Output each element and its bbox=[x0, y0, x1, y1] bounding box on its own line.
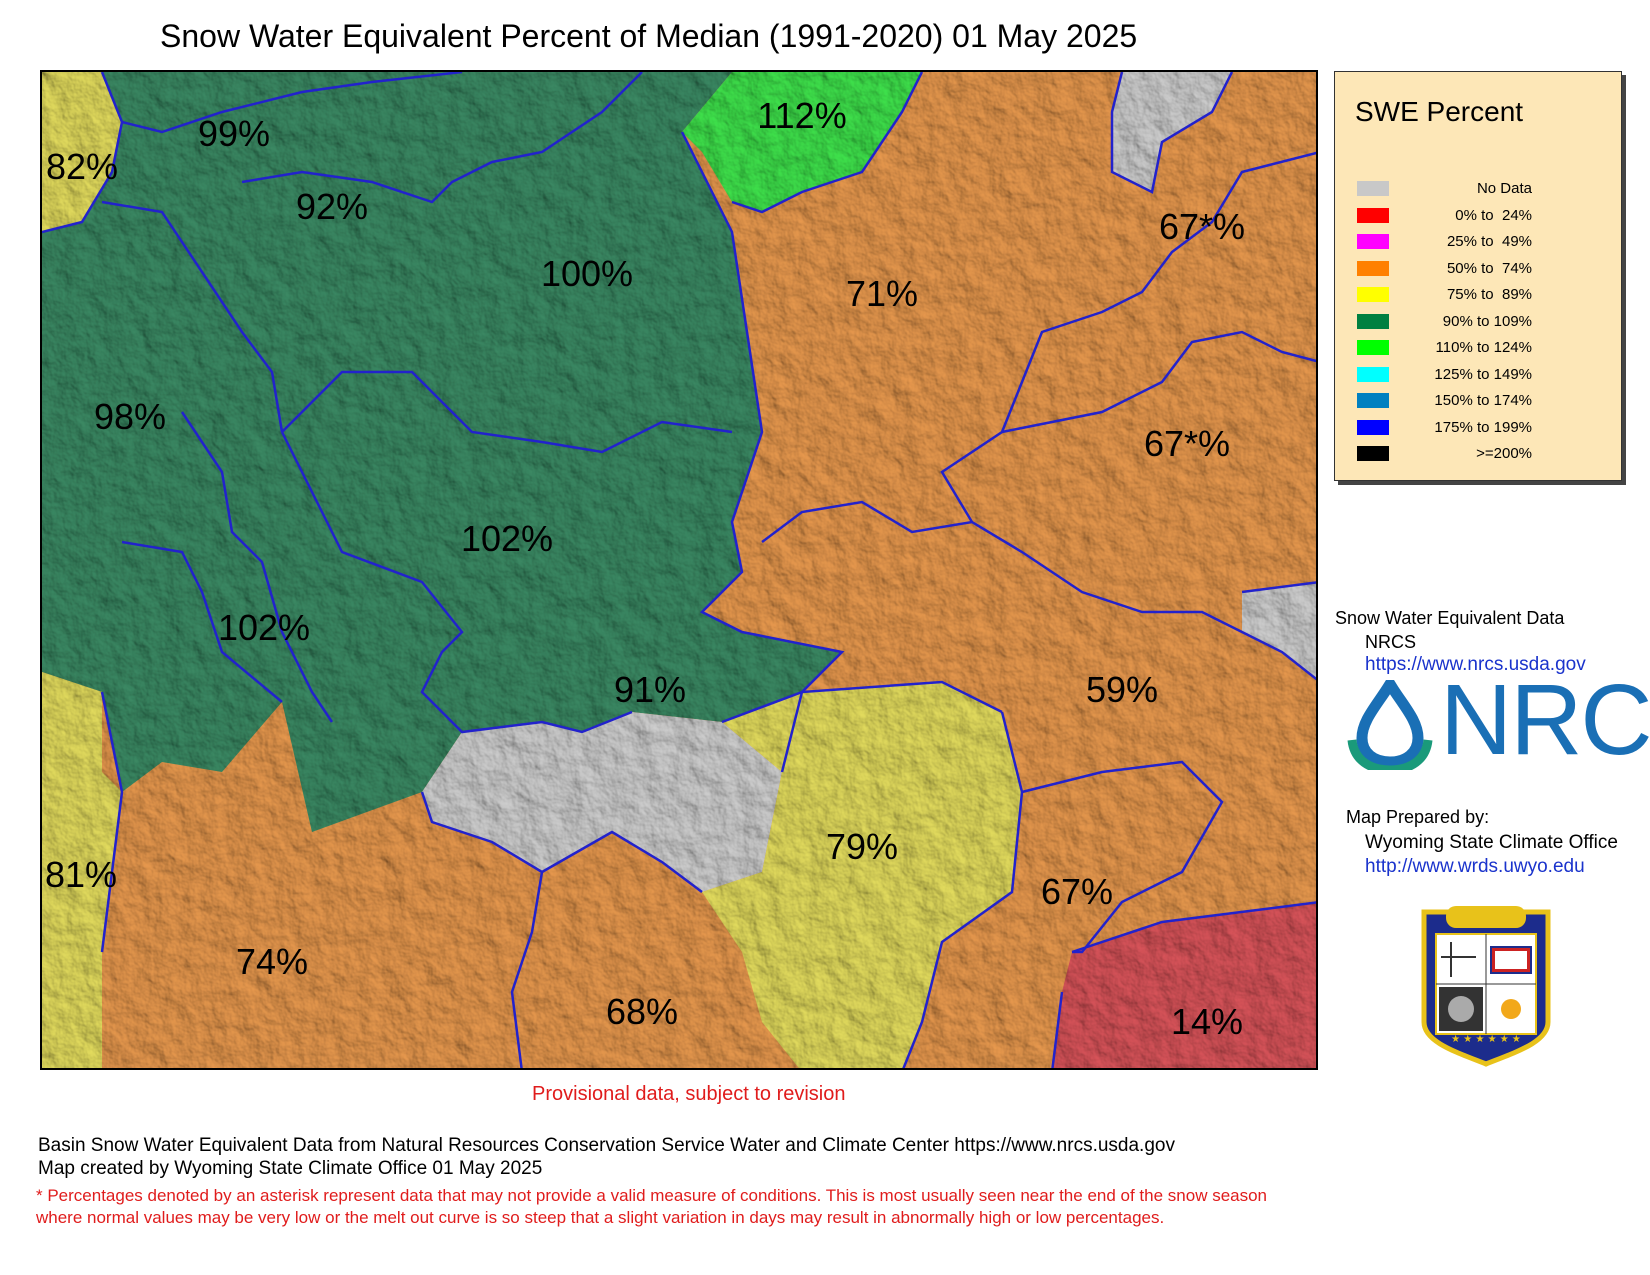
legend-label: No Data bbox=[1476, 180, 1532, 197]
legend-label: 125% to 149% bbox=[1434, 365, 1532, 383]
map-title: Snow Water Equivalent Percent of Median … bbox=[160, 18, 1138, 54]
basin-label: 79% bbox=[825, 826, 899, 867]
water-drop-icon bbox=[1347, 673, 1433, 775]
swe-data-source: NRCS bbox=[1365, 632, 1417, 652]
basin-map-svg bbox=[42, 72, 1316, 1068]
nrcs-wordmark: NRCS bbox=[1440, 664, 1650, 776]
basin-label: 100% bbox=[540, 253, 634, 294]
wyoming-state-climate-office-badge: ★ ★ ★ ★ ★ ★ bbox=[1416, 902, 1556, 1067]
basin-label: 102% bbox=[460, 518, 554, 559]
legend-row: 0% to 24% bbox=[1357, 207, 1607, 225]
legend-row: 75% to 89% bbox=[1357, 286, 1607, 304]
legend-swatch bbox=[1357, 260, 1389, 276]
provisional-notice: Provisional data, subject to revision bbox=[532, 1083, 846, 1105]
basin-fill-bright-green bbox=[682, 72, 922, 212]
legend-label: 150% to 174% bbox=[1434, 392, 1532, 409]
basin-label: 92% bbox=[295, 186, 369, 227]
basin-label: 74% bbox=[235, 941, 309, 982]
basin-fill-yellow-nw bbox=[42, 72, 122, 232]
prepared-heading: Map Prepared by: bbox=[1346, 807, 1490, 827]
basin-fill-red bbox=[1052, 902, 1316, 1068]
legend-row: 175% to 199% bbox=[1357, 419, 1607, 437]
swe-data-heading: Snow Water Equivalent Data bbox=[1335, 608, 1565, 628]
footer-source-line: Basin Snow Water Equivalent Data from Na… bbox=[38, 1135, 1175, 1156]
legend-swatch bbox=[1357, 234, 1389, 249]
legend-label: 110% to 124% bbox=[1435, 339, 1532, 356]
legend-swatch bbox=[1357, 393, 1389, 408]
legend-label: 50% to 74% bbox=[1446, 259, 1532, 277]
legend-row: 90% to 109% bbox=[1357, 313, 1607, 331]
legend-swatch bbox=[1357, 287, 1389, 302]
basin-label: 59% bbox=[1085, 669, 1159, 710]
legend-label: 0% to 24% bbox=[1455, 206, 1532, 224]
basin-label: 98% bbox=[93, 396, 167, 437]
svg-text:★ ★ ★ ★ ★ ★: ★ ★ ★ ★ ★ ★ bbox=[1451, 1034, 1521, 1045]
legend-swatch bbox=[1357, 340, 1389, 355]
swe-legend: SWE Percent No Data 0% to 24% 25% to 49% 50… bbox=[1334, 71, 1622, 481]
legend-row: 50% to 74% bbox=[1357, 260, 1607, 278]
legend-label: 175% to 199% bbox=[1434, 418, 1532, 436]
basin-label: 67*% bbox=[1158, 206, 1246, 247]
legend-row: No Data bbox=[1357, 180, 1607, 198]
legend-row: 110% to 124% bbox=[1357, 339, 1607, 357]
basin-fill-yellow-center bbox=[702, 682, 1022, 1068]
legend-row: 25% to 49% bbox=[1357, 233, 1607, 251]
legend-row: 150% to 174% bbox=[1357, 392, 1607, 410]
wrds-link[interactable]: http://www.wrds.uwyo.edu bbox=[1365, 856, 1585, 877]
legend-swatch bbox=[1357, 366, 1389, 382]
basin-label: 67% bbox=[1040, 871, 1114, 912]
legend-swatch bbox=[1357, 446, 1389, 461]
basin-outlines bbox=[42, 72, 1316, 1068]
legend-title: SWE Percent bbox=[1355, 96, 1524, 127]
basin-fill-grey-e bbox=[1242, 582, 1316, 679]
basin-label: 91% bbox=[613, 669, 687, 710]
asterisk-footnote: * Percentages denoted by an asterisk rep… bbox=[36, 1186, 1268, 1227]
basin-fill-grey-ne bbox=[1112, 72, 1232, 192]
legend-swatch bbox=[1357, 181, 1389, 196]
legend-swatch bbox=[1357, 313, 1389, 329]
basin-label: 81% bbox=[44, 854, 118, 895]
nrcs-link[interactable]: https://www.nrcs.usda.gov bbox=[1365, 654, 1586, 675]
basin-label: 102% bbox=[217, 607, 311, 648]
basin-label: 99% bbox=[197, 113, 271, 154]
footer-created-line: Map created by Wyoming State Climate Off… bbox=[38, 1158, 543, 1179]
climate-office-shield-icon: ★ ★ ★ ★ ★ ★ bbox=[1421, 906, 1551, 1067]
basin-label: 68% bbox=[605, 991, 679, 1032]
nrcs-logo: NRCS bbox=[1340, 670, 1650, 775]
basin-label: 67*% bbox=[1143, 423, 1231, 464]
basin-fill-green bbox=[42, 72, 842, 832]
basin-map: 82% 99% 92% 112% 100% 71% 67*% 98% 67*% … bbox=[40, 70, 1318, 1070]
legend-label: 75% to 89% bbox=[1446, 286, 1532, 303]
legend-label: >=200% bbox=[1476, 445, 1532, 462]
legend-row: 125% to 149% bbox=[1357, 366, 1607, 384]
prepared-org: Wyoming State Climate Office bbox=[1365, 832, 1618, 853]
legend-label: 25% to 49% bbox=[1446, 233, 1532, 250]
basin-label: 112% bbox=[757, 95, 847, 136]
basin-fill-grey-center bbox=[422, 712, 782, 892]
legend-label: 90% to 109% bbox=[1442, 312, 1532, 330]
legend-swatch bbox=[1357, 207, 1389, 223]
legend-row: >=200% bbox=[1357, 445, 1607, 463]
basin-label: 82% bbox=[45, 146, 119, 187]
basin-fill-yellow-w bbox=[42, 672, 122, 1068]
basin-label: 14% bbox=[1170, 1001, 1244, 1042]
basin-label: 71% bbox=[845, 273, 919, 314]
legend-swatch bbox=[1357, 419, 1389, 435]
